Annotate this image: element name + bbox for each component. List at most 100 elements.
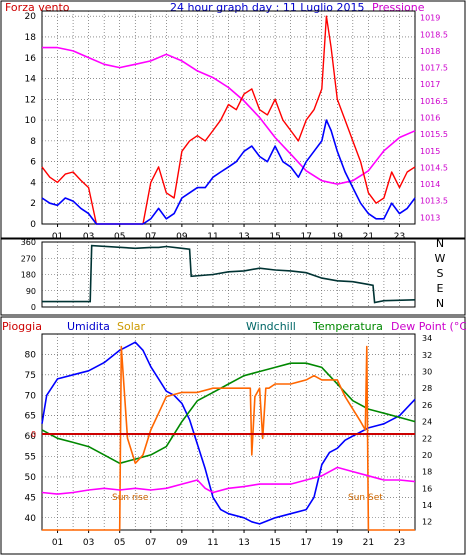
grid-direction bbox=[42, 242, 415, 307]
x-tick-label: 05 bbox=[114, 232, 125, 242]
y-tick-label-left: 65 bbox=[25, 412, 36, 422]
legend-umidita: Umidita bbox=[67, 320, 110, 333]
y-tick-label-direction: 360 bbox=[21, 238, 36, 247]
x-tick-label: 23 bbox=[394, 232, 405, 242]
series-temp bbox=[41, 341, 416, 531]
y-axis-left-humidity: 40 45 50 55 60 65 70 75 80 bbox=[25, 350, 37, 523]
x-axis-wind: 01 03 05 07 09 11 13 15 17 19 21 23 bbox=[52, 224, 405, 242]
y-tick-label-left: 55 bbox=[25, 453, 36, 463]
y-tick-label-right: 1018 bbox=[420, 47, 440, 56]
y-tick-label-left: 4 bbox=[30, 178, 36, 188]
y-tick-label-left: 8 bbox=[30, 137, 36, 147]
y-tick-label-right: 1017.5 bbox=[420, 64, 448, 73]
y-tick-label-left: 6 bbox=[30, 158, 36, 168]
y-axis-direction: 0 90 180 270 360 bbox=[21, 238, 36, 312]
x-tick-label: 13 bbox=[238, 232, 249, 242]
y-tick-label-left: 2 bbox=[30, 199, 36, 209]
chart-title: 24 hour graph day : 11 Luglio 2015 bbox=[170, 1, 365, 14]
series-line-direzione bbox=[42, 244, 416, 304]
series-direction bbox=[42, 244, 416, 304]
y-axis-right-pressure: 1013 1013.5 1014 1014.5 1015 1015.5 1016 1016.5… bbox=[420, 14, 448, 223]
series-line-dew bbox=[41, 466, 416, 495]
legend-pioggia: Pioggia bbox=[2, 320, 42, 333]
x-tick-label: 17 bbox=[300, 232, 311, 242]
grid-temp bbox=[42, 334, 415, 530]
grid-wind bbox=[42, 11, 415, 224]
x-tick-label: 19 bbox=[332, 538, 344, 548]
x-tick-label: 11 bbox=[207, 538, 218, 548]
compass-label: N bbox=[436, 297, 444, 310]
y-tick-label-right: 1015 bbox=[420, 147, 440, 156]
plot-area-wind bbox=[41, 10, 416, 225]
y-tick-label-right: 22 bbox=[422, 434, 432, 443]
compass-label: N bbox=[436, 237, 444, 250]
y-tick-label-direction: 270 bbox=[21, 254, 36, 263]
y-tick-label-direction: 90 bbox=[26, 287, 36, 296]
legend-windchill: Windchill bbox=[246, 320, 296, 333]
y-axis-left-wind: 0 2 4 6 8 10 12 14 16 18 20 bbox=[25, 12, 37, 230]
x-tick-label: 09 bbox=[176, 538, 188, 548]
y-tick-label-right: 1013.5 bbox=[420, 197, 448, 206]
y-tick-label-left: 80 bbox=[25, 350, 37, 360]
panel-direction-frame bbox=[0, 237, 466, 316]
series-line-vento bbox=[41, 119, 416, 225]
compass-label: E bbox=[437, 282, 444, 295]
y-tick-label-right: 16 bbox=[422, 484, 432, 493]
y-tick-label-right: 24 bbox=[422, 418, 432, 427]
y-tick-label-right: 1016 bbox=[420, 114, 440, 123]
y-tick-label-left: 20 bbox=[25, 12, 37, 22]
x-tick-label: 11 bbox=[207, 232, 218, 242]
y-tick-label-left: 18 bbox=[25, 33, 37, 43]
x-tick-label: 13 bbox=[238, 538, 249, 548]
y-axis-right-temperature: 12 14 16 18 20 22 24 26 28 30 32 34 bbox=[422, 334, 432, 526]
y-tick-label-right: 28 bbox=[422, 384, 432, 393]
y-tick-label-right: 1014 bbox=[420, 180, 440, 189]
x-tick-label: 19 bbox=[332, 232, 344, 242]
y-tick-label-left: 16 bbox=[25, 54, 37, 64]
series-wind bbox=[41, 15, 416, 225]
x-tick-label: 03 bbox=[83, 232, 94, 242]
y-tick-label-left: 12 bbox=[25, 95, 36, 105]
y-tick-label-right: 30 bbox=[422, 368, 432, 377]
x-tick-label: 01 bbox=[52, 538, 63, 548]
y-tick-label-right: 1016.5 bbox=[420, 97, 448, 106]
y-tick-label-left: 40 bbox=[25, 514, 37, 524]
y-tick-label-right: 12 bbox=[422, 518, 432, 527]
x-tick-label: 01 bbox=[52, 232, 63, 242]
y-tick-label-left: 70 bbox=[25, 391, 37, 401]
series-line-pressione bbox=[42, 46, 416, 185]
series-line-solar bbox=[42, 345, 415, 531]
x-axis-temp: 01 03 05 07 09 11 13 15 17 19 21 23 bbox=[52, 530, 405, 548]
x-tick-label: 15 bbox=[269, 232, 280, 242]
panel-wind-frame bbox=[0, 0, 466, 240]
y-tick-label-left: 10 bbox=[25, 116, 37, 126]
y-tick-label-right: 1019 bbox=[420, 14, 440, 23]
y-tick-label-direction: 0 bbox=[31, 303, 36, 312]
y-tick-label-right: 1015.5 bbox=[420, 130, 448, 139]
panel-wind-pressure: Forza vento 24 hour graph day : 11 Lugli… bbox=[0, 0, 466, 242]
x-tick-label: 23 bbox=[394, 538, 405, 548]
y-tick-label-right: 1014.5 bbox=[420, 163, 448, 172]
y-tick-label-right: 26 bbox=[422, 401, 432, 410]
x-tick-label: 07 bbox=[145, 538, 156, 548]
y-tick-label-left: 45 bbox=[25, 493, 36, 503]
x-tick-label: 21 bbox=[363, 232, 374, 242]
series-line-temperatura bbox=[41, 362, 416, 465]
sunset-label: Sun Set bbox=[348, 493, 383, 503]
x-tick-label: 17 bbox=[300, 538, 311, 548]
rain-value-label: 0 bbox=[31, 430, 36, 439]
y-tick-label-right: 34 bbox=[422, 334, 432, 343]
y-tick-label-left: 60 bbox=[25, 432, 37, 442]
panel-temp-frame bbox=[0, 316, 466, 555]
x-tick-label: 15 bbox=[269, 538, 280, 548]
y-tick-label-left: 50 bbox=[25, 473, 37, 483]
right-axis-label-pressure: Pressione bbox=[372, 1, 425, 14]
y-tick-label-left: 75 bbox=[25, 371, 36, 381]
y-tick-label-left: 14 bbox=[25, 75, 37, 85]
x-tick-label: 03 bbox=[83, 538, 94, 548]
y-tick-label-right: 1018.5 bbox=[420, 30, 448, 39]
panel-humidity-temperature: Pioggia Umidita Solar Windchill Temperat… bbox=[0, 316, 466, 555]
